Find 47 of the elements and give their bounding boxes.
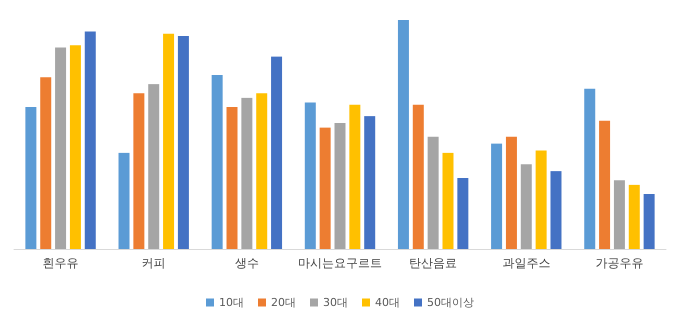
bar xyxy=(304,102,316,249)
bar xyxy=(644,194,655,249)
bar xyxy=(550,171,562,249)
legend-label: 20대 xyxy=(271,296,296,309)
bar xyxy=(70,45,81,249)
x-tick-label: 마시는요구르트 xyxy=(298,256,382,270)
bar xyxy=(364,116,376,249)
bar xyxy=(428,136,439,249)
bar xyxy=(241,98,252,249)
legend-label: 10대 xyxy=(219,296,244,309)
bar xyxy=(442,152,454,249)
bar xyxy=(133,93,144,249)
bar xyxy=(226,107,238,249)
x-tick-label: 생수 xyxy=(234,256,259,270)
bar xyxy=(349,104,360,249)
bar xyxy=(536,150,547,249)
bar xyxy=(334,123,346,249)
legend-label: 40대 xyxy=(375,296,400,309)
x-tick-label: 과일주스 xyxy=(502,256,550,270)
bar xyxy=(163,34,174,249)
x-tick-label: 탄산음료 xyxy=(409,256,458,270)
bar xyxy=(520,164,532,249)
bar xyxy=(320,128,331,249)
bar xyxy=(506,136,517,249)
bar xyxy=(40,77,52,249)
bar xyxy=(614,180,625,249)
bar xyxy=(118,152,130,249)
bar xyxy=(84,31,96,249)
bar xyxy=(25,107,36,249)
bar xyxy=(398,20,409,249)
x-tick-label: 가공우유 xyxy=(595,256,644,270)
legend-label: 30대 xyxy=(323,296,348,309)
x-tick-label: 흰우유 xyxy=(42,256,79,270)
bar xyxy=(412,104,424,249)
bar xyxy=(628,184,640,249)
bar xyxy=(256,93,268,249)
bar xyxy=(212,74,223,249)
bar xyxy=(178,36,189,249)
x-tick-label: 커피 xyxy=(142,256,166,270)
bar xyxy=(271,56,282,249)
bar xyxy=(584,88,596,249)
bar xyxy=(55,47,66,249)
legend-label: 50대이상 xyxy=(426,296,474,309)
bar xyxy=(599,120,610,249)
bar xyxy=(457,178,468,249)
bar xyxy=(148,84,160,249)
bar xyxy=(491,144,502,249)
